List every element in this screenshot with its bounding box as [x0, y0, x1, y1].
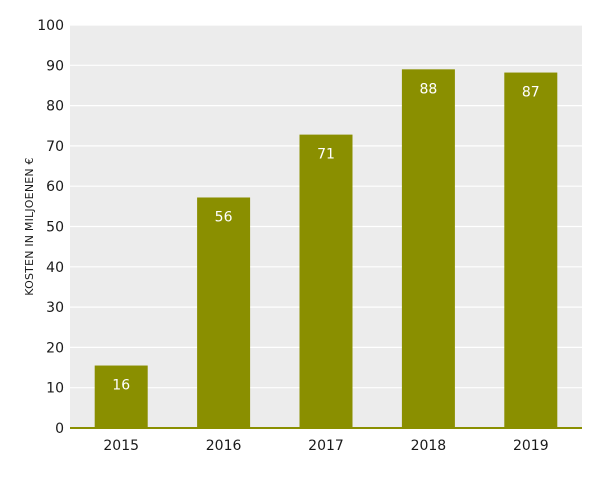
y-tick-label: 80 [46, 99, 64, 115]
y-tick-label: 60 [46, 179, 64, 195]
bar-value-label: 87 [522, 85, 540, 101]
y-tick-label: 30 [46, 300, 64, 316]
x-tick-label: 2016 [206, 438, 242, 454]
x-tick-label: 2015 [103, 438, 139, 454]
x-tick-labels: 2015 2016 2017 2018 2019 [103, 438, 548, 454]
x-tick-label: 2018 [411, 438, 447, 454]
y-tick-label: 100 [37, 18, 64, 34]
y-tick-label: 70 [46, 139, 64, 155]
bar-2016 [197, 197, 251, 428]
bar-value-label: 56 [215, 209, 233, 225]
y-tick-label: 40 [46, 260, 64, 276]
y-tick-label: 0 [55, 421, 64, 437]
bar-value-label: 88 [419, 81, 437, 97]
bar-2018 [401, 69, 455, 428]
bar-2019 [504, 72, 558, 428]
y-tick-labels: 0 10 20 30 40 50 60 70 80 90 100 [37, 18, 64, 437]
x-tick-label: 2017 [308, 438, 344, 454]
bar-value-label: 71 [317, 147, 335, 163]
y-tick-label: 10 [46, 381, 64, 397]
y-tick-label: 20 [46, 340, 64, 356]
bar-value-label: 16 [112, 378, 130, 394]
bars: 16 56 71 88 87 [94, 69, 558, 428]
y-tick-label: 50 [46, 220, 64, 236]
bar-2017 [299, 134, 353, 428]
y-tick-label: 90 [46, 58, 64, 74]
y-axis-label: KOSTEN IN MILJOENEN € [23, 157, 36, 295]
bar-2015 [94, 365, 148, 428]
x-tick-label: 2019 [513, 438, 549, 454]
